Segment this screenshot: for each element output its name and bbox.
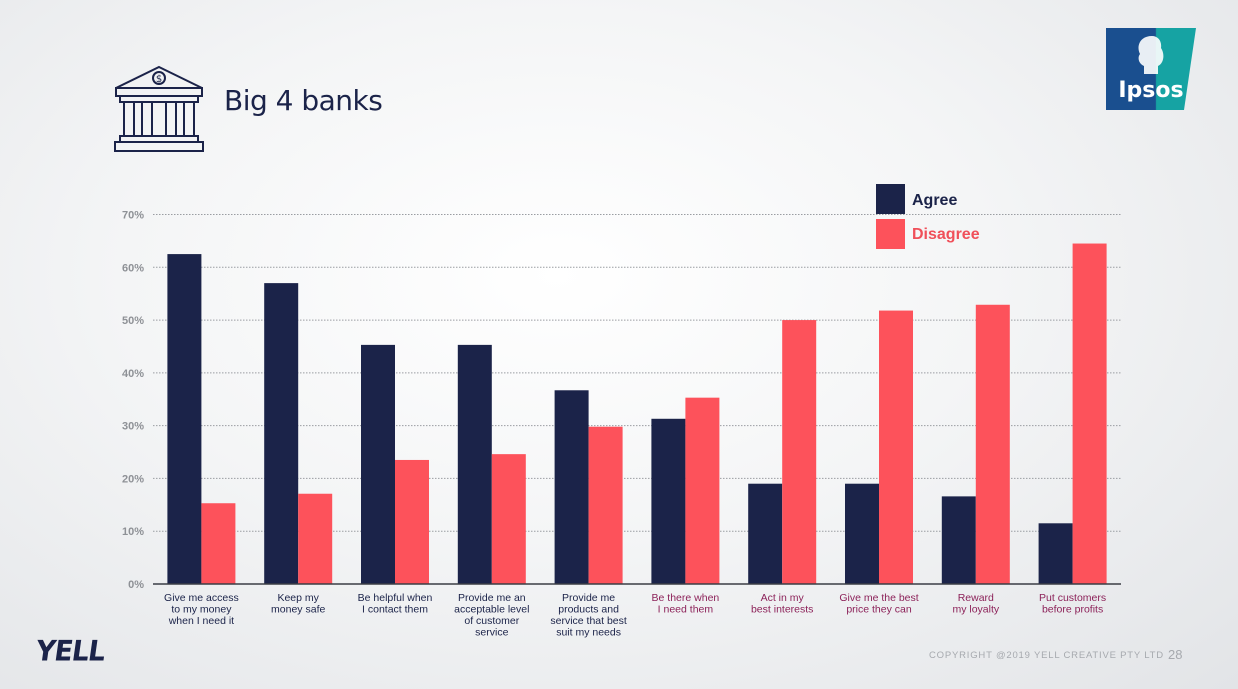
bar-disagree xyxy=(782,320,817,584)
y-tick-label: 70% xyxy=(122,210,144,222)
y-tick-label: 60% xyxy=(122,262,144,274)
bar-disagree xyxy=(588,426,623,584)
y-tick-label: 0% xyxy=(128,579,144,591)
bar-disagree xyxy=(298,493,333,584)
y-tick-label: 30% xyxy=(122,421,144,433)
x-tick-label: Keep my money safe xyxy=(271,592,325,616)
x-tick-label: Act in my best interests xyxy=(751,592,813,616)
legend-swatch-agree xyxy=(876,184,905,214)
svg-text:$: $ xyxy=(156,74,162,85)
bar-agree xyxy=(554,390,589,584)
x-tick-label: Give me the best price they can xyxy=(839,592,918,616)
copyright-text: COPYRIGHT @2019 YELL CREATIVE PTY LTD xyxy=(929,650,1164,661)
bar-disagree xyxy=(1072,243,1107,584)
x-tick-label: Be helpful when I contact them xyxy=(358,592,433,616)
x-tick-label: Be there when I need them xyxy=(652,592,720,616)
legend-swatch-disagree xyxy=(876,219,905,249)
x-tick-label: Put customers before profits xyxy=(1039,592,1106,616)
bar-agree xyxy=(457,344,492,584)
bar-agree xyxy=(845,483,879,584)
ipsos-logo-text: Ipsos xyxy=(1118,78,1184,103)
yell-logo: YELL xyxy=(33,635,107,668)
bar-agree xyxy=(1038,523,1073,584)
bank-icon: $ xyxy=(114,65,204,152)
x-tick-label: Provide me products and service that best s… xyxy=(550,592,627,639)
legend-label-agree: Agree xyxy=(912,192,958,209)
bar-agree xyxy=(941,496,976,584)
bar-agree xyxy=(167,254,202,584)
bar-disagree xyxy=(879,310,913,584)
page-number: 28 xyxy=(1168,647,1183,662)
bar-agree xyxy=(651,418,686,584)
bar-disagree xyxy=(685,397,720,584)
bar-disagree xyxy=(395,459,429,584)
bar-agree xyxy=(264,283,299,584)
x-tick-label: Reward my loyalty xyxy=(952,592,999,616)
legend-label-disagree: Disagree xyxy=(912,226,980,243)
y-tick-label: 10% xyxy=(122,526,144,538)
bar-disagree xyxy=(201,503,236,584)
y-tick-label: 50% xyxy=(122,315,144,327)
bar-agree xyxy=(748,483,783,584)
y-tick-label: 20% xyxy=(122,473,144,485)
x-tick-label: Provide me an acceptable level of customer… xyxy=(454,592,529,639)
bar-disagree xyxy=(975,304,1010,584)
page-title: Big 4 banks xyxy=(224,84,383,117)
bar-disagree xyxy=(491,454,526,584)
y-tick-label: 40% xyxy=(122,368,144,380)
ipsos-logo xyxy=(1106,28,1196,110)
bar-agree xyxy=(361,344,395,584)
x-tick-label: Give me access to my money when I need it xyxy=(164,592,239,627)
